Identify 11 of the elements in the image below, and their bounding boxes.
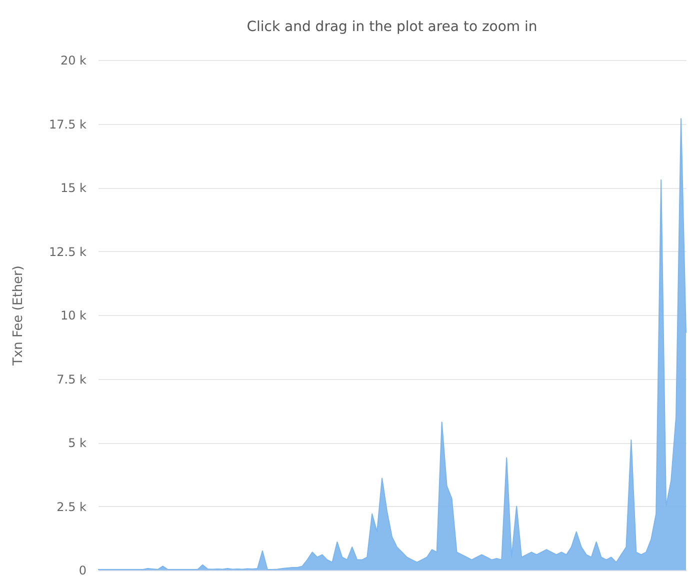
chart-subtitle: Click and drag in the plot area to zoom in (246, 19, 538, 35)
y-axis-title: Txn Fee (Ether) (11, 266, 26, 366)
y-tick-label: 2.5 k (56, 500, 87, 514)
y-tick-label: 10 k (60, 308, 87, 322)
y-tick-label: 15 k (60, 181, 87, 195)
y-tick-label: 7.5 k (56, 372, 87, 386)
y-tick-label: 20 k (60, 54, 87, 68)
y-tick-label: 5 k (68, 436, 87, 450)
y-tick-label: 17.5 k (49, 117, 87, 132)
y-tick-label: 12.5 k (49, 244, 87, 259)
y-tick-label: 0 (78, 564, 86, 578)
